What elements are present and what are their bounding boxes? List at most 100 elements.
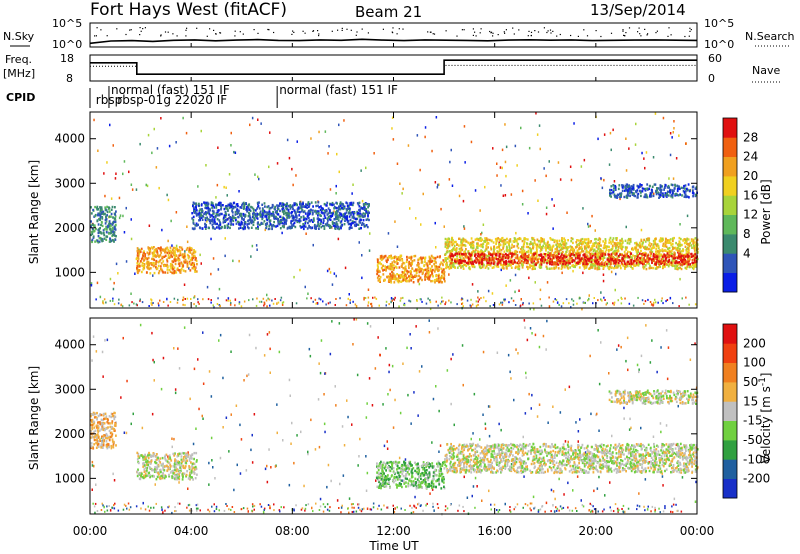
heatmap-cell [178,264,181,267]
heatmap-cell [424,274,427,277]
heatmap-cell [146,184,149,188]
heatmap-cell [652,194,655,198]
heatmap-cell [600,177,602,180]
heatmap-cell [445,261,448,264]
heatmap-cell [536,254,538,257]
heatmap-cell [528,246,531,250]
heatmap-cell [632,186,635,189]
heatmap-cell [408,256,411,259]
heatmap-cell [188,246,191,249]
heatmap-cell [572,252,575,255]
heatmap-cell [410,258,412,261]
heatmap-cell [90,220,92,223]
heatmap-cell [545,212,548,216]
heatmap-cell [546,241,549,245]
heatmap-cell [436,267,439,270]
heatmap-cell [222,216,225,219]
heatmap-cell [489,264,492,267]
heatmap-cell [581,307,583,311]
heatmap-cell [167,249,170,252]
heatmap-cell [215,204,218,207]
heatmap-cell [472,264,475,267]
heatmap-cell [541,240,543,243]
heatmap-cell [490,261,493,265]
heatmap-cell [147,253,150,256]
heatmap-cell [477,251,479,254]
heatmap-cell [195,259,198,263]
heatmap-cell [613,249,616,253]
heatmap-cell [400,264,403,268]
heatmap-cell [551,249,553,252]
heatmap-cell [627,250,629,254]
heatmap-cell [610,260,612,264]
heatmap-cell [607,253,610,256]
heatmap-cell [376,276,379,279]
heatmap-cell [664,184,667,187]
heatmap-cell [429,274,432,277]
heatmap-cell [307,216,310,220]
heatmap-cell [193,202,196,205]
heatmap-cell [567,239,569,242]
heatmap-cell [634,255,636,258]
heatmap-cell [456,243,458,246]
heatmap-cell [575,255,578,258]
heatmap-cell [599,258,602,261]
heatmap-cell [633,257,636,260]
heatmap-cell [391,299,393,302]
heatmap-cell [152,265,155,268]
heatmap-cell [102,229,105,232]
heatmap-cell [582,264,584,267]
heatmap-cell [688,244,691,248]
heatmap-cell [383,268,386,271]
heatmap-cell [151,263,153,266]
heatmap-cell [520,248,522,251]
heatmap-cell [663,255,665,258]
heatmap-cell [443,277,446,281]
heatmap-cell [388,255,391,259]
heatmap-cell [475,300,478,303]
heatmap-cell [507,249,510,252]
heatmap-cell [130,292,132,295]
heatmap-cell [177,269,180,272]
heatmap-cell [97,234,100,238]
heatmap-cell [556,252,559,255]
heatmap-cell [461,259,463,263]
heatmap-cell [667,265,670,268]
heatmap-cell [136,260,139,263]
heatmap-cell [420,261,423,264]
heatmap-cell [462,257,465,260]
heatmap-cell [108,222,111,225]
heatmap-cell [158,270,161,273]
heatmap-cell [145,183,147,187]
heatmap-cell [391,270,393,274]
heatmap-cell [204,203,206,206]
heatmap-cell [644,245,647,249]
heatmap-cell [175,211,178,214]
heatmap-cell [358,213,361,217]
heatmap-cell [661,248,664,251]
heatmap-cell [660,188,663,191]
heatmap-cell [433,263,436,266]
heatmap-cell [629,194,631,198]
heatmap-cell [606,302,608,305]
heatmap-cell [220,212,223,216]
heatmap-cell [376,264,379,267]
heatmap-cell [378,279,381,283]
heatmap-cell [100,211,103,214]
heatmap-cell [194,224,197,227]
heatmap-cell [583,240,586,243]
heatmap-cell [501,166,503,170]
heatmap-cell [101,224,104,228]
heatmap-cell [590,258,593,262]
heatmap-cell [645,267,648,271]
heatmap-cell [324,130,327,133]
heatmap-cell [160,262,163,265]
heatmap-cell [416,307,418,310]
heatmap-cell [213,220,216,223]
heatmap-cell [585,260,588,263]
heatmap-cell [508,242,510,246]
heatmap-cell [352,221,354,225]
heatmap-cell [302,202,304,206]
heatmap-cell [477,290,479,293]
